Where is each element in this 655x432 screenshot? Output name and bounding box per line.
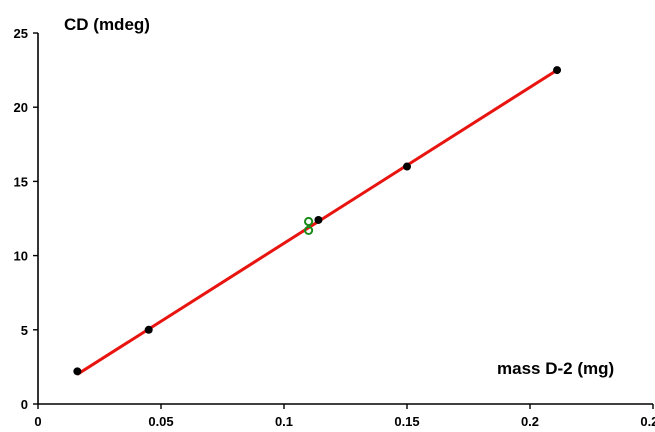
y-ticks: 0 5 10 15 20 25 [14, 26, 38, 412]
x-tick-label: 0.2 [521, 414, 539, 429]
x-tick-label: 0.25 [640, 414, 655, 429]
x-tick-label: 0.05 [148, 414, 173, 429]
y-axis-title: CD (mdeg) [64, 15, 150, 34]
data-point [553, 66, 562, 75]
data-point [403, 162, 411, 171]
y-tick-label: 5 [21, 323, 28, 338]
data-point-open [304, 216, 314, 227]
y-tick-label: 15 [14, 174, 28, 189]
x-tick-label: 0 [34, 414, 41, 429]
series-layer [73, 66, 562, 376]
data-point [144, 325, 153, 334]
x-axis-title: mass D-2 (mg) [497, 359, 614, 378]
data-point-open [304, 225, 314, 235]
plot-area: 0 0.05 0.1 0.15 0.2 0.25 0 5 10 15 20 25 [14, 26, 655, 429]
y-tick-label: 20 [14, 100, 28, 115]
data-point [73, 367, 82, 376]
x-tick-label: 0.15 [394, 414, 419, 429]
x-ticks: 0 0.05 0.1 0.15 0.2 0.25 [34, 404, 655, 429]
y-tick-label: 25 [14, 26, 28, 41]
data-point [314, 215, 323, 224]
x-tick-label: 0.1 [275, 414, 293, 429]
y-tick-label: 0 [21, 397, 28, 412]
y-tick-label: 10 [14, 249, 28, 264]
